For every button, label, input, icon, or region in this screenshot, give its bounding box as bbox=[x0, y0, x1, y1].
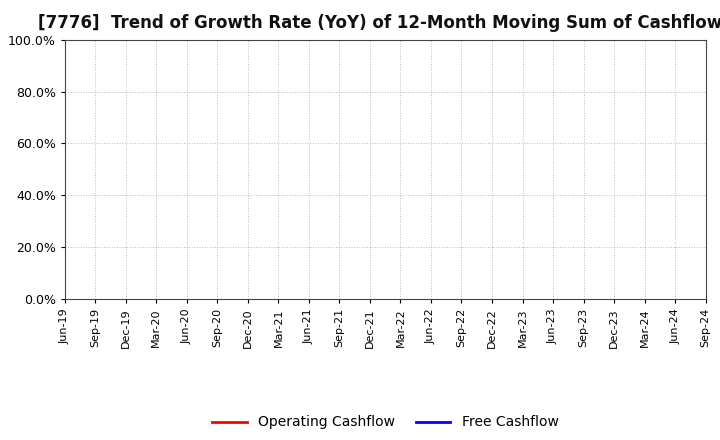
Title: [7776]  Trend of Growth Rate (YoY) of 12-Month Moving Sum of Cashflows: [7776] Trend of Growth Rate (YoY) of 12-… bbox=[38, 15, 720, 33]
Legend: Operating Cashflow, Free Cashflow: Operating Cashflow, Free Cashflow bbox=[207, 410, 564, 435]
